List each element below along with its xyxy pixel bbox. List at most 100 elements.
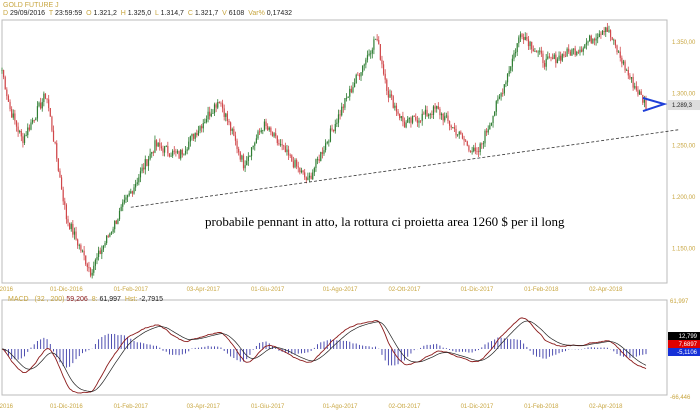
candle-body [558, 55, 560, 60]
ohlc-readout: D 29/09/2016 T 23:59:59 O 1.321,2 H 1.32… [3, 10, 293, 17]
candle-body [506, 73, 509, 83]
candle-body [249, 156, 251, 157]
x-tick-label-macd: 03-Apr-2017 [187, 404, 221, 410]
macd-line [1, 317, 647, 394]
candle-body [635, 86, 637, 90]
candle-body [62, 189, 64, 202]
candle-body [416, 120, 418, 123]
candle-body [595, 38, 597, 41]
candle-body [263, 121, 266, 131]
candle-body [400, 116, 402, 119]
candle-body [399, 113, 401, 119]
candle-body [415, 116, 417, 121]
y-tick-label: 1.300,00 [672, 92, 696, 98]
candle-body [80, 245, 82, 251]
candle-body [218, 102, 220, 103]
candle-body [11, 109, 13, 118]
candle-body [458, 131, 460, 135]
y-tick-label: 1.350,00 [672, 40, 696, 46]
candle-body [27, 127, 29, 136]
candle-body [521, 34, 523, 37]
candle-body [381, 59, 383, 65]
candle-body [624, 61, 626, 71]
candle-body [539, 50, 541, 52]
last-price-box [668, 100, 700, 111]
candle-body [537, 51, 539, 53]
candle-body [59, 170, 61, 178]
candle-body [221, 103, 224, 109]
candle-body [519, 34, 522, 38]
candle-body [176, 151, 179, 153]
candle-body [637, 89, 639, 95]
candle-body [334, 124, 336, 132]
candle-body [616, 45, 618, 53]
candle-body [210, 113, 212, 117]
candle-body [170, 155, 172, 157]
candle-body [492, 115, 494, 124]
candle-body [255, 138, 257, 144]
candle-body [1, 69, 3, 71]
candle-body [28, 127, 30, 130]
candle-body [9, 101, 11, 110]
candle-body [395, 105, 398, 112]
candle-body [122, 202, 124, 207]
candle-body [191, 133, 193, 137]
candle-body [333, 129, 335, 132]
candle-body [320, 152, 322, 161]
candle-body [505, 82, 507, 85]
candle-body [411, 116, 414, 123]
candle-body [608, 30, 610, 32]
candle-body [207, 111, 209, 120]
candle-body [337, 114, 340, 123]
macd-panel-frame [1, 299, 668, 396]
candle-body [160, 146, 162, 149]
candle-body [223, 108, 225, 117]
candle-body [60, 177, 63, 190]
candle-body [38, 102, 40, 107]
candle-body [452, 127, 454, 128]
candle-body [630, 77, 633, 79]
candle-body [125, 197, 127, 200]
candle-body [481, 143, 483, 145]
candle-body [629, 75, 631, 79]
candle-body [434, 106, 436, 109]
candle-body [550, 57, 552, 59]
candle-body [279, 144, 282, 146]
candle-body [564, 56, 567, 57]
candle-body [36, 106, 39, 119]
candle-body [109, 233, 111, 237]
candle-body [534, 51, 536, 53]
candle-body [627, 70, 629, 76]
candle-body [592, 39, 594, 44]
candle-body [281, 144, 283, 146]
candle-body [535, 51, 538, 53]
candle-body [643, 99, 645, 103]
candle-body [262, 130, 264, 131]
candle-body [453, 127, 456, 129]
candle-body [556, 59, 559, 64]
candle-body [476, 151, 478, 152]
candle-body [226, 113, 228, 122]
candle-body [254, 143, 256, 146]
candle-body [606, 27, 608, 32]
candle-body [365, 59, 367, 65]
candle-body [439, 108, 441, 116]
candle-body [299, 167, 301, 173]
candle-body [159, 142, 161, 147]
candle-body [117, 219, 119, 224]
candle-body [552, 57, 554, 59]
candle-body [593, 39, 596, 41]
candle-body [14, 113, 16, 121]
candle-body [213, 104, 216, 114]
candle-body [180, 149, 182, 159]
candle-body [461, 134, 464, 139]
candle-body [622, 61, 625, 64]
candle-body [353, 83, 356, 88]
x-tick-label-macd: 01-Giu-2017 [251, 404, 285, 410]
candle-body [392, 96, 394, 108]
candle-body [31, 120, 34, 123]
candle-body [378, 40, 380, 45]
signal-line [1, 320, 647, 392]
macd-legend: MACD (32 , 200) 59,206 8: 61,997 Hst: -2… [8, 296, 163, 303]
